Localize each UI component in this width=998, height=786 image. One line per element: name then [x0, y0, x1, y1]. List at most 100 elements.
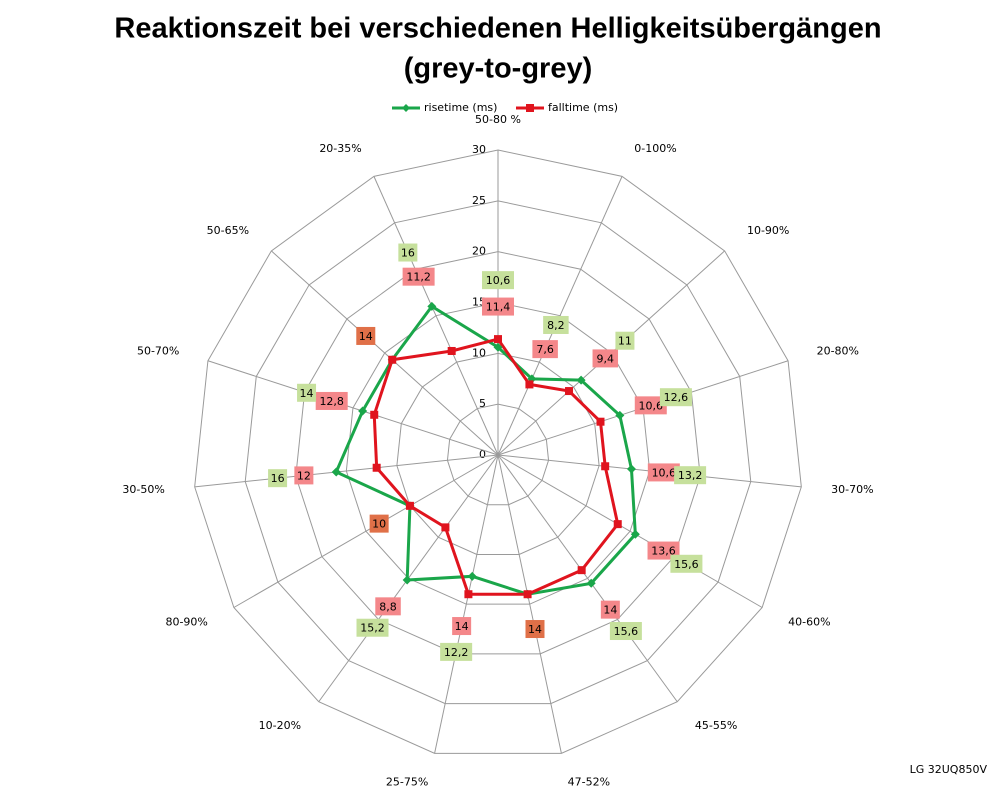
grid-ring	[244, 200, 752, 705]
marker	[630, 529, 640, 539]
spoke	[497, 454, 562, 754]
marker	[626, 464, 636, 474]
category-label: 30-70%	[831, 483, 873, 496]
data-label: 12,8	[319, 395, 344, 408]
data-label: 16	[401, 247, 415, 260]
marker	[464, 590, 473, 599]
data-label: 10,6	[486, 274, 511, 287]
data-label: 15,6	[674, 558, 699, 571]
r-tick-label: 25	[472, 194, 486, 207]
marker	[388, 355, 397, 364]
r-tick-label: 30	[472, 143, 486, 156]
r-tick-label: 5	[479, 397, 486, 410]
data-label: 13,2	[678, 469, 703, 482]
data-label: 10,6	[652, 466, 677, 479]
data-label: 12,6	[664, 391, 689, 404]
data-label: 15,2	[360, 622, 385, 635]
category-label: 40-60%	[788, 616, 830, 629]
label-box	[674, 466, 707, 485]
r-tick-label: 0	[479, 448, 486, 461]
marker	[525, 380, 534, 389]
marker	[615, 410, 625, 420]
grid-ring	[446, 403, 550, 506]
data-label: 10	[372, 518, 386, 531]
category-label: 50-65%	[207, 224, 249, 237]
label-box	[609, 622, 642, 641]
data-label: 16	[271, 472, 285, 485]
category-label: 20-35%	[319, 142, 361, 155]
r-tick-label: 10	[472, 346, 486, 359]
source: LG 32UQ850V	[910, 763, 988, 776]
marker	[493, 342, 503, 352]
legend-marker	[526, 104, 534, 112]
category-label: 10-90%	[747, 224, 789, 237]
label-box	[268, 469, 288, 488]
label-box	[294, 466, 314, 485]
spoke	[271, 250, 499, 456]
label-box	[600, 600, 620, 619]
data-label: 8,2	[547, 319, 565, 332]
legend-label: risetime (ms)	[424, 101, 497, 114]
data-label: 9,4	[597, 352, 615, 365]
label-box	[297, 383, 317, 402]
category-label: 80-90%	[165, 616, 207, 629]
category-label: 20-80%	[817, 344, 859, 357]
label-box	[482, 297, 514, 316]
category-label: 25-75%	[386, 776, 428, 786]
marker	[358, 406, 368, 416]
marker	[577, 566, 586, 575]
spoke	[194, 454, 499, 488]
marker	[372, 463, 381, 472]
legend-marker	[402, 104, 410, 112]
marker	[596, 417, 605, 426]
series-line	[372, 337, 620, 596]
data-label: 7,6	[536, 343, 554, 356]
data-label: 13,6	[651, 545, 676, 558]
label-box	[315, 391, 348, 410]
data-label: 14	[603, 604, 617, 617]
spoke	[497, 454, 763, 608]
label-box	[482, 271, 514, 290]
label-box	[532, 340, 558, 359]
label-box	[452, 617, 472, 636]
chart-title: (grey-to-grey)	[404, 53, 593, 85]
category-label: 47-52%	[568, 776, 610, 786]
marker	[405, 501, 414, 510]
data-label: 14	[300, 387, 314, 400]
marker	[447, 346, 456, 355]
category-label: 10-20%	[259, 719, 301, 732]
grid-ring	[194, 149, 802, 754]
label-box	[440, 642, 473, 661]
marker	[576, 375, 586, 385]
data-label: 12,2	[444, 646, 469, 659]
data-label: 14	[528, 623, 542, 636]
category-label: 0-100%	[634, 142, 676, 155]
data-label: 14	[359, 330, 373, 343]
data-label: 15,6	[614, 625, 639, 638]
chart-title: Reaktionszeit bei verschiedenen Helligke…	[114, 13, 881, 45]
label-box	[634, 396, 667, 415]
marker	[601, 462, 610, 471]
label-box	[543, 315, 569, 334]
label-box	[398, 243, 418, 262]
marker	[565, 387, 574, 396]
marker	[613, 520, 622, 529]
legend-label: falltime (ms)	[548, 101, 618, 114]
label-box	[670, 554, 703, 573]
label-box	[369, 514, 389, 533]
data-label: 10,6	[639, 399, 664, 412]
marker	[402, 575, 412, 585]
label-box	[659, 388, 692, 407]
label-box	[525, 620, 545, 639]
category-label: 50-80 %	[475, 113, 521, 126]
label-box	[375, 597, 401, 616]
label-box	[647, 463, 680, 482]
label-box	[356, 618, 389, 637]
marker	[441, 523, 450, 532]
grid-ring	[345, 301, 651, 605]
label-box	[615, 331, 635, 350]
label-box	[356, 326, 376, 345]
marker	[494, 335, 502, 344]
r-tick-label: 20	[472, 245, 486, 258]
